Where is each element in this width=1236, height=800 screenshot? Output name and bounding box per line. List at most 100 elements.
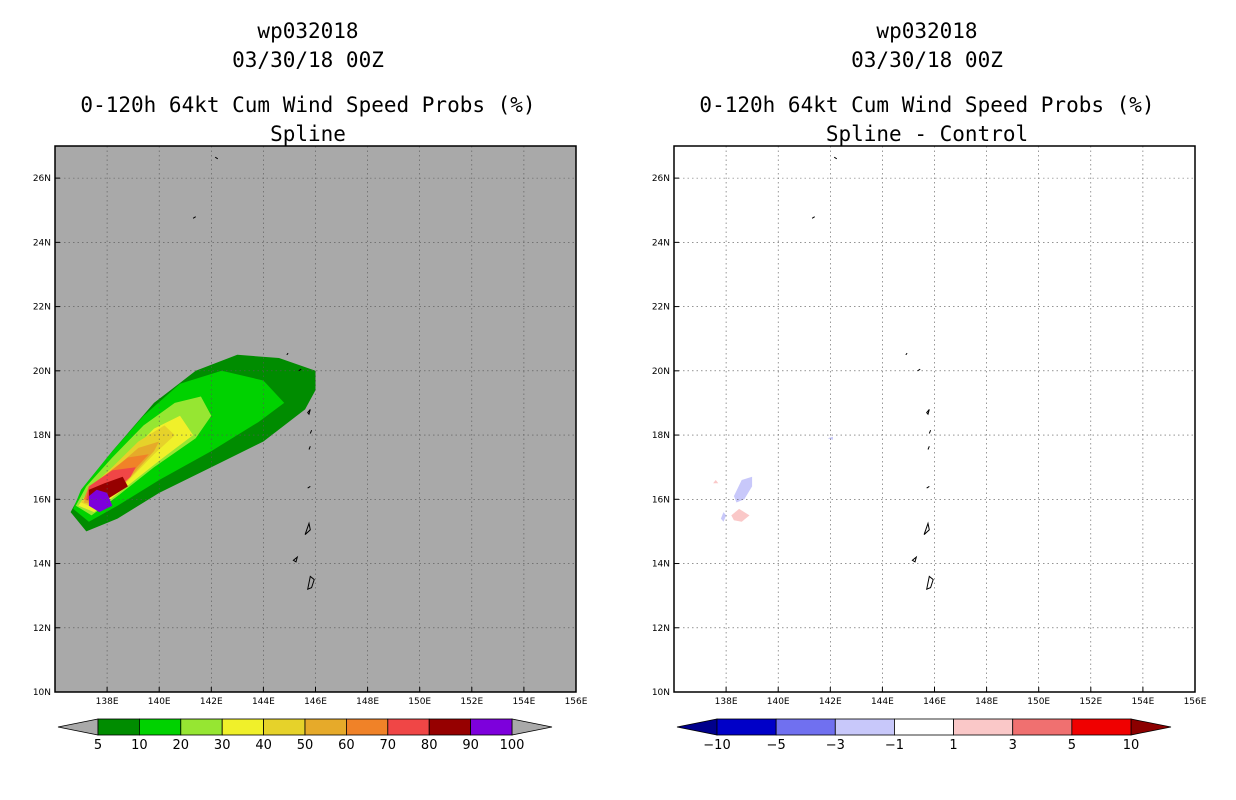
colorbar-left: 5 10 20 30 40 50 60 70 80 90 100 [57,718,553,753]
colorbar-level-label: 100 [500,738,525,753]
right-title-storm-id: wp032018 [876,19,978,43]
colorbar-level-label: 40 [255,738,272,753]
colorbar-above-triangle [511,718,553,736]
colorbar-swatch-1 [775,718,836,736]
colorbar-swatch-3 [894,718,954,736]
x-tick-label: 152E [460,697,483,707]
colorbar-level-label: −3 [826,738,845,753]
colorbar-swatch-7 [387,718,430,736]
island-outline-6 [307,409,311,416]
colorbar-swatch-4 [953,718,1014,736]
contour-fill--3-2 [827,436,833,440]
colorbar-swatch-3 [221,718,264,736]
left-title-storm-id: wp032018 [257,19,359,43]
colorbar-swatch-4 [263,718,306,736]
y-tick-label: 12N [33,624,51,634]
x-tick-label: 150E [1027,697,1050,707]
contour-fill-3-3 [731,508,750,522]
island-outline-5 [309,430,313,434]
x-tick-label: 156E [1184,697,1207,707]
island-outline-3 [307,485,311,489]
colorbar-level-label: 5 [1068,738,1076,753]
x-tick-label: 140E [767,697,790,707]
x-tick-label: 154E [512,697,535,707]
right-title-subtitle: Spline - Control [825,122,1029,146]
island-outline-7 [298,368,302,372]
right-title-date: 03/30/18 00Z [851,48,1003,72]
island-outline-9 [192,216,196,219]
right-title-block: wp032018 03/30/18 00Z 0-120h 64kt Cum Wi… [647,17,1207,149]
island-outline-10 [833,156,838,160]
colorbar-level-label: 1 [949,738,957,753]
island-outline-7 [917,368,921,372]
colorbar-swatch-6 [345,718,389,736]
colorbar-level-label: 30 [214,738,231,753]
island-outline-2 [304,521,311,535]
island-outline-4 [308,446,311,450]
y-tick-label: 16N [33,495,51,505]
colorbar-right: −10 −5 −3 −1 1 3 5 10 [676,718,1172,753]
panel-right: 138E 140E 142E 144E 146E 148E 150E 152E 154E 156E… [652,145,1207,707]
x-tick-label: 152E [1079,697,1102,707]
x-tick-label: 144E [252,697,275,707]
island-outline-8 [905,352,908,356]
y-tick-label: 24N [33,238,51,248]
island-outline-4 [927,446,930,450]
island-outline-2 [923,521,930,535]
colorbar-below-triangle [676,718,718,736]
y-tick-label: 16N [652,495,670,505]
island-outline-6 [926,409,930,416]
colorbar-level-label: 10 [1123,738,1140,753]
panel-left: 138E 140E 142E 144E 146E 148E 150E 152E 154E 156E… [33,145,588,707]
colorbar-level-label: −1 [885,738,904,753]
colorbar-level-label: 10 [131,738,148,753]
colorbar-above-triangle [1130,718,1172,736]
y-tick-label: 14N [33,560,51,570]
colorbar-level-label: −5 [767,738,786,753]
x-tick-label: 154E [1131,697,1154,707]
y-tick-label: 26N [33,174,51,184]
x-tick-label: 142E [200,697,223,707]
island-outline-5 [928,430,932,434]
y-tick-label: 26N [652,174,670,184]
colorbar-level-label: 60 [338,738,355,753]
left-title-date: 03/30/18 00Z [232,48,384,72]
right-title-product: 0-120h 64kt Cum Wind Speed Probs (%) [699,93,1155,117]
left-title-subtitle: Spline [270,122,346,146]
y-tick-label: 14N [652,560,670,570]
left-title-block: wp032018 03/30/18 00Z 0-120h 64kt Cum Wi… [28,17,588,149]
island-outline-0 [307,575,315,591]
y-tick-label: 12N [652,624,670,634]
island-outline-3 [926,485,930,489]
contour-fill--3-1 [720,512,727,522]
colorbar-level-label: 5 [94,738,102,753]
island-outline-9 [811,216,815,219]
colorbar-level-label: 50 [297,738,314,753]
contour-fill-90-9 [88,489,113,513]
contour-fill-3-4 [713,480,719,484]
x-tick-label: 138E [96,697,119,707]
colorbar-level-label: 3 [1009,738,1017,753]
island-outline-0 [926,575,934,591]
y-tick-label: 24N [652,238,670,248]
y-tick-label: 22N [652,303,670,313]
island-outline-1 [292,555,299,563]
colorbar-swatch-8 [428,718,472,736]
colorbar-level-label: 80 [421,738,438,753]
x-tick-label: 144E [871,697,894,707]
x-tick-label: 148E [975,697,998,707]
island-outline-10 [214,156,219,160]
x-tick-label: 146E [923,697,946,707]
y-tick-label: 20N [652,367,670,377]
colorbar-swatch-1 [138,718,182,736]
colorbar-swatch-2 [180,718,223,736]
y-tick-label: 10N [33,688,51,698]
y-tick-label: 18N [33,431,51,441]
y-tick-label: 22N [33,303,51,313]
left-title-product: 0-120h 64kt Cum Wind Speed Probs (%) [80,93,536,117]
x-tick-label: 148E [356,697,379,707]
x-tick-label: 140E [148,697,171,707]
x-tick-label: 146E [304,697,327,707]
island-outline-1 [911,555,918,563]
